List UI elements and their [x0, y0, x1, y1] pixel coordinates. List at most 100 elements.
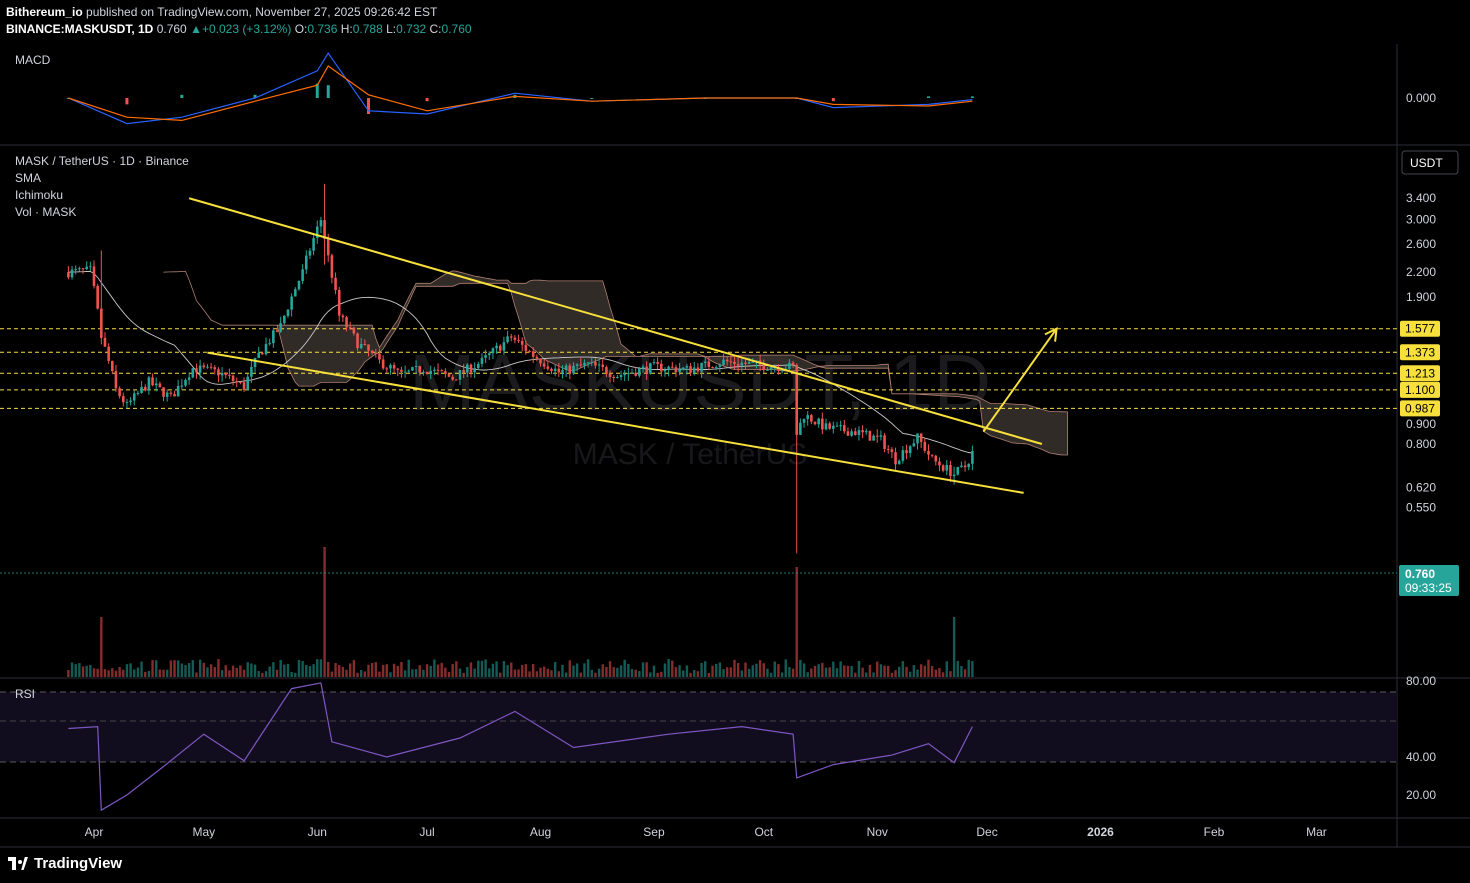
candle-body: [692, 367, 696, 373]
volume-bar: [872, 672, 875, 677]
volume-bar: [279, 660, 282, 677]
candle-body: [660, 363, 663, 372]
candle-body: [897, 460, 901, 465]
volume-bar: [821, 662, 824, 677]
volume-bar: [198, 659, 202, 677]
candle-body: [81, 268, 85, 270]
candle-body: [542, 363, 546, 367]
candle-body: [817, 418, 820, 425]
volume-bar: [484, 659, 487, 677]
candle-body: [821, 418, 824, 430]
candle-body: [176, 385, 180, 397]
candle-body: [162, 387, 165, 397]
symbol-name[interactable]: BINANCE:MASKUSDT, 1D: [6, 22, 154, 36]
volume-bar: [769, 672, 773, 677]
volume-bar: [583, 663, 586, 677]
volume-bar: [755, 663, 758, 677]
candle-body: [934, 455, 938, 462]
rsi-tick-0: 80.00: [1406, 674, 1436, 688]
volume-bar: [272, 662, 275, 677]
candle-body: [857, 430, 861, 435]
volume-bar: [224, 665, 227, 677]
time-tick-1: May: [192, 825, 215, 839]
rsi-label[interactable]: RSI: [15, 687, 36, 701]
time-tick-5: Sep: [643, 825, 665, 839]
indicator-volume[interactable]: Vol · MASK: [15, 205, 77, 219]
indicator-sma[interactable]: SMA: [15, 171, 42, 185]
macd-plot: [66, 52, 974, 125]
indicator-ichimoku[interactable]: Ichimoku: [15, 188, 64, 202]
volume-bar: [682, 670, 685, 677]
volume-bar: [257, 671, 260, 677]
candle-body: [583, 362, 586, 366]
candle-body: [506, 336, 509, 343]
volume-bar: [949, 671, 952, 677]
candle-body: [605, 367, 608, 375]
currency-button[interactable]: [1401, 150, 1459, 175]
volume-bar: [671, 660, 674, 677]
candle-body: [173, 393, 176, 397]
volume-bar: [89, 664, 92, 677]
candle-body: [74, 269, 77, 271]
candle-body: [334, 277, 337, 290]
volume-bar: [425, 664, 429, 677]
rsi-band-fill: [0, 692, 1397, 762]
candle-body: [447, 373, 451, 377]
volume-bar: [447, 671, 451, 677]
currency-button-label[interactable]: USDT: [1410, 156, 1443, 170]
volume-bar: [857, 660, 861, 677]
volume-bar: [674, 667, 678, 677]
volume-bar: [469, 662, 473, 677]
volume-bar: [411, 669, 414, 677]
volume-bar: [389, 672, 392, 677]
candle-body: [396, 368, 400, 370]
volume-bar: [747, 668, 751, 677]
volume-bar: [114, 670, 118, 677]
volume-bar: [960, 665, 963, 677]
candle-body: [165, 392, 169, 397]
change-value: +0.023 (+3.12%): [201, 22, 292, 36]
candles[interactable]: [67, 183, 974, 554]
volume-bar: [930, 665, 934, 677]
volume-bar: [722, 669, 725, 677]
macd-label[interactable]: MACD: [15, 53, 51, 67]
tradingview-logo[interactable]: TradingView: [8, 855, 122, 872]
volume-bar: [630, 668, 634, 677]
candle-body: [949, 464, 952, 477]
volume-bar: [253, 664, 257, 677]
volume-bar: [828, 667, 831, 677]
volume-bar: [546, 668, 550, 677]
candle-body: [619, 374, 623, 378]
trendlines[interactable]: [188, 197, 1058, 494]
candle-body: [231, 375, 235, 382]
candle-body: [714, 367, 718, 369]
volume-bar: [458, 668, 462, 677]
candle-body: [634, 372, 637, 376]
volume-bar: [111, 668, 114, 677]
volume-bar: [634, 669, 637, 677]
candle-body: [484, 355, 487, 358]
volume-bar: [264, 671, 268, 677]
level-badge-label-4: 0.987: [1405, 401, 1435, 415]
candle-body: [132, 393, 136, 401]
candle-body: [828, 423, 831, 429]
volume-bar: [422, 669, 425, 677]
candle-body: [407, 370, 411, 372]
price-axis-ticks: 3.400 3.000 2.600 2.200 1.900 0.900 0.800 0.620…: [1406, 191, 1436, 802]
candle-body: [103, 337, 107, 347]
volume-bar: [166, 669, 169, 677]
candle-body: [85, 266, 88, 270]
candle-body: [905, 450, 908, 454]
main-pane-title[interactable]: MASK / TetherUS · 1D · Binance: [15, 154, 189, 168]
time-tick-6: Oct: [754, 825, 773, 839]
candle-body: [114, 371, 118, 389]
level-badge-4: [1400, 400, 1440, 417]
level-badge-3: [1400, 381, 1440, 398]
candle-body: [286, 309, 290, 316]
time-axis-ticks: Apr May Jun Jul Aug Sep Oct Nov Dec 2026 Feb Mar: [85, 825, 1327, 839]
candle-body: [315, 226, 319, 238]
publisher-name[interactable]: Bithereum_io: [6, 5, 83, 19]
volume-bar: [729, 667, 733, 677]
volume-bar: [506, 665, 509, 677]
